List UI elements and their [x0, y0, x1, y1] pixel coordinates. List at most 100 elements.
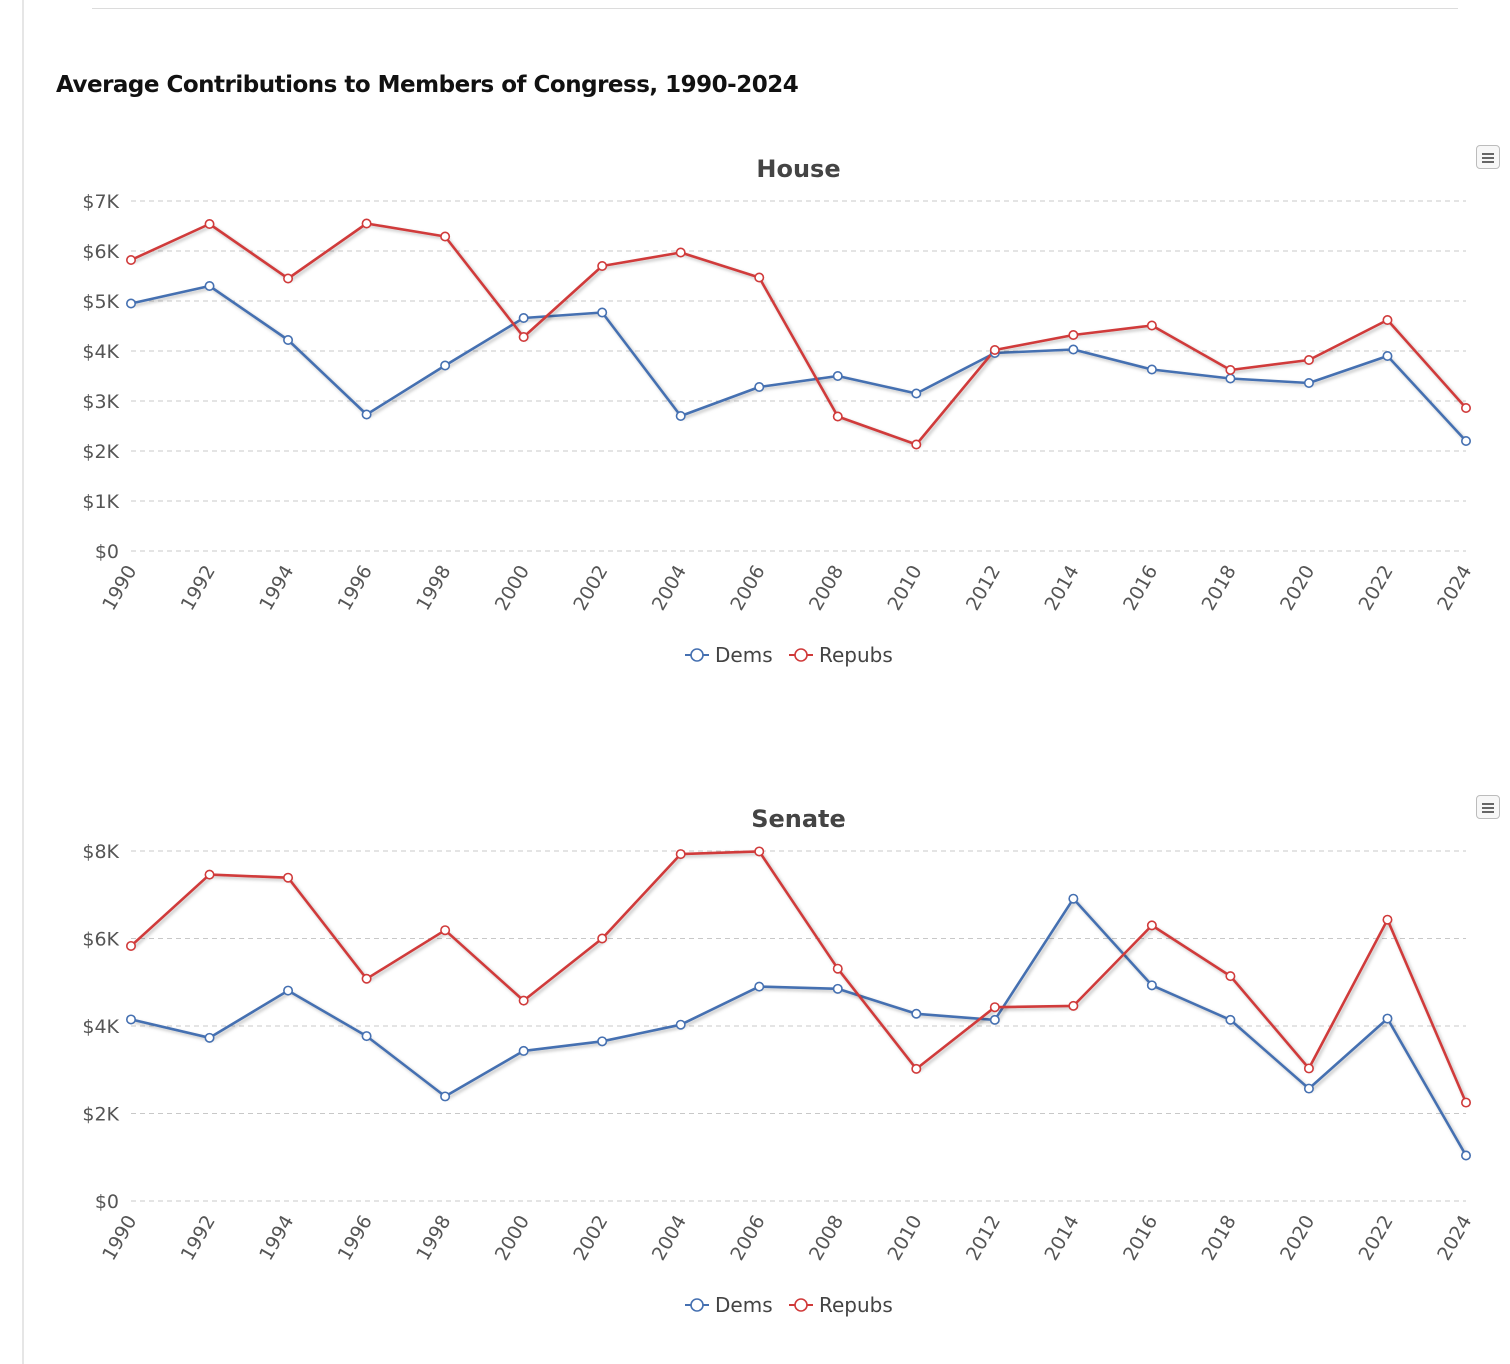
senate-dems-point[interactable]: [1068, 893, 1079, 904]
senate-x-tick-label: 2014: [1040, 1212, 1083, 1265]
senate-repubs-point[interactable]: [518, 995, 529, 1006]
house-repubs-point[interactable]: [126, 255, 137, 266]
house-repubs-point[interactable]: [911, 439, 922, 450]
house-repubs-point[interactable]: [440, 231, 451, 242]
senate-chart-svg: Senate $0 $2K $4K $6K $8K 1990 1992 1994 1996 1998…: [82, 805, 1476, 1317]
house-repubs-point[interactable]: [1068, 330, 1079, 341]
senate-repubs-point[interactable]: [911, 1063, 922, 1074]
house-x-tick-label: 1998: [412, 562, 455, 615]
house-x-tick-label: 1992: [177, 562, 220, 615]
senate-dems-point[interactable]: [911, 1008, 922, 1019]
house-dems-point[interactable]: [1303, 378, 1314, 389]
house-dems-point[interactable]: [1382, 351, 1393, 362]
senate-repubs-point[interactable]: [1146, 920, 1157, 931]
senate-repubs-point[interactable]: [675, 849, 686, 860]
senate-dems-point[interactable]: [675, 1019, 686, 1030]
house-y-tick-label: $7K: [82, 191, 119, 213]
senate-dems-point[interactable]: [1146, 980, 1157, 991]
house-repubs-point[interactable]: [1382, 315, 1393, 326]
house-dems-point[interactable]: [361, 409, 372, 420]
house-repubs-point[interactable]: [283, 273, 294, 284]
house-dems-point[interactable]: [911, 388, 922, 399]
page-title: Average Contributions to Members of Cong…: [56, 72, 799, 98]
house-repubs-point[interactable]: [754, 272, 765, 283]
house-legend-dems-label: Dems: [715, 643, 773, 667]
house-y-tick-label: $1K: [82, 491, 119, 513]
senate-dems-point[interactable]: [283, 985, 294, 996]
house-dems-point[interactable]: [1068, 344, 1079, 355]
senate-dems-point[interactable]: [126, 1014, 137, 1025]
senate-x-tick-label: 2012: [962, 1212, 1005, 1265]
senate-legend-repubs[interactable]: Repubs: [789, 1293, 893, 1317]
house-repubs-point[interactable]: [1461, 402, 1472, 413]
house-x-tick-label: 1990: [98, 562, 141, 615]
senate-dems-point[interactable]: [1225, 1014, 1236, 1025]
senate-repubs-point[interactable]: [754, 846, 765, 857]
senate-repubs-point[interactable]: [440, 925, 451, 936]
senate-repubs-point[interactable]: [832, 963, 843, 974]
senate-repubs-point[interactable]: [204, 869, 215, 880]
senate-repubs-point[interactable]: [361, 973, 372, 984]
house-dems-point[interactable]: [1461, 435, 1472, 446]
senate-dems-point[interactable]: [754, 981, 765, 992]
house-legend-dems-marker-icon: [690, 648, 704, 662]
senate-chart-menu-button[interactable]: [1476, 795, 1500, 819]
senate-repubs-point[interactable]: [1225, 971, 1236, 982]
house-legend-dems[interactable]: Dems: [685, 643, 773, 667]
senate-dems-point[interactable]: [832, 983, 843, 994]
senate-x-tick-label: 2002: [569, 1212, 612, 1265]
senate-dems-point[interactable]: [1303, 1083, 1314, 1094]
house-repubs-point[interactable]: [1146, 320, 1157, 331]
senate-dems-point[interactable]: [989, 1014, 1000, 1025]
senate-dems-point[interactable]: [597, 1036, 608, 1047]
senate-repubs-point[interactable]: [597, 933, 608, 944]
house-repubs-point[interactable]: [675, 247, 686, 258]
left-border: [22, 0, 24, 1364]
house-dems-point[interactable]: [1225, 373, 1236, 384]
senate-repubs-point[interactable]: [1461, 1097, 1472, 1108]
senate-x-tick-label: 2000: [491, 1212, 534, 1265]
house-dems-point[interactable]: [283, 335, 294, 346]
senate-dems-point[interactable]: [1382, 1013, 1393, 1024]
house-dems-point[interactable]: [518, 313, 529, 324]
senate-dems-point[interactable]: [518, 1045, 529, 1056]
house-dems-point[interactable]: [126, 298, 137, 309]
house-repubs-point[interactable]: [361, 218, 372, 229]
house-chart-menu-button[interactable]: [1476, 145, 1500, 169]
house-dems-point[interactable]: [832, 371, 843, 382]
house-legend-repubs-marker-icon: [794, 648, 808, 662]
house-repubs-point[interactable]: [832, 411, 843, 422]
house-legend-repubs[interactable]: Repubs: [789, 643, 893, 667]
senate-x-tick-label: 2022: [1355, 1212, 1398, 1265]
house-dems-point[interactable]: [597, 307, 608, 318]
house-dems-point[interactable]: [440, 360, 451, 371]
house-dems-point[interactable]: [1146, 364, 1157, 375]
house-dems-point[interactable]: [675, 410, 686, 421]
senate-dems-point[interactable]: [361, 1031, 372, 1042]
house-repubs-point[interactable]: [1225, 365, 1236, 376]
house-repubs-point[interactable]: [518, 332, 529, 343]
senate-repubs-point[interactable]: [283, 872, 294, 883]
senate-legend-repubs-marker-icon: [794, 1298, 808, 1312]
senate-repubs-point[interactable]: [126, 940, 137, 951]
house-x-tick-label: 2002: [569, 562, 612, 615]
house-repubs-point[interactable]: [204, 219, 215, 230]
senate-repubs-point[interactable]: [1068, 1000, 1079, 1011]
senate-repubs-point[interactable]: [989, 1002, 1000, 1013]
house-x-tick-label: 2008: [805, 562, 848, 615]
senate-dems-line: [130, 897, 1468, 1157]
house-repubs-point[interactable]: [989, 345, 1000, 356]
senate-repubs-point[interactable]: [1382, 914, 1393, 925]
senate-dems-point[interactable]: [204, 1032, 215, 1043]
senate-dems-point[interactable]: [440, 1091, 451, 1102]
house-repubs-point[interactable]: [597, 261, 608, 272]
house-x-tick-label: 2000: [491, 562, 534, 615]
senate-dems-point[interactable]: [1461, 1150, 1472, 1161]
house-repubs-point[interactable]: [1303, 355, 1314, 366]
house-dems-point[interactable]: [204, 281, 215, 292]
senate-legend-dems[interactable]: Dems: [685, 1293, 773, 1317]
house-chart: House $0 $1K $2K $3K $4K $5K $6K $7K 1990 1992 1994…: [40, 140, 1500, 700]
senate-repubs-point[interactable]: [1303, 1063, 1314, 1074]
house-x-tick-label: 2012: [962, 562, 1005, 615]
house-dems-point[interactable]: [754, 382, 765, 393]
